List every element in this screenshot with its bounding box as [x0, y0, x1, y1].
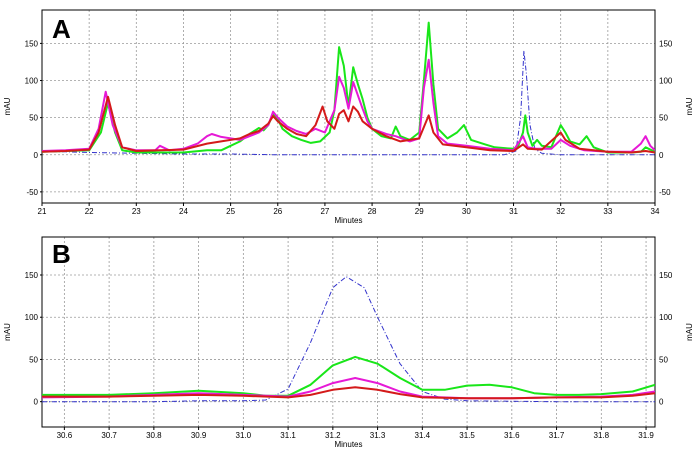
- p1-series-red-line: [42, 95, 655, 154]
- p2-series-green-line: [42, 355, 655, 397]
- p2-x-tick-2: 30.8: [146, 431, 162, 440]
- p1-x-tick-9: 30: [462, 207, 471, 216]
- p1-y-axis-label: mAU: [3, 97, 12, 115]
- p1-y-tick-left-4: 150: [25, 39, 39, 48]
- p1-x-tick-13: 34: [651, 207, 660, 216]
- p2-y-tick-right-0: 0: [659, 398, 664, 407]
- p1-y-tick-left-0: -50: [26, 188, 38, 197]
- p2-x-axis-label: Minutes: [334, 440, 362, 449]
- p2-x-tick-13: 31.9: [638, 431, 654, 440]
- p2-x-tick-8: 31.4: [415, 431, 431, 440]
- p2-y-tick-right-3: 150: [659, 271, 673, 280]
- p2-x-tick-11: 31.7: [549, 431, 565, 440]
- p1-x-tick-8: 29: [415, 207, 424, 216]
- p1-x-axis-label: Minutes: [334, 216, 362, 225]
- p2-y-tick-left-0: 0: [34, 398, 39, 407]
- p2-y-tick-left-1: 50: [29, 355, 38, 364]
- p2-frame: [41, 236, 656, 428]
- p1-y-tick-right-4: 150: [659, 39, 673, 48]
- p2-x-tick-3: 30.9: [191, 431, 207, 440]
- p1-y-tick-left-3: 100: [25, 77, 39, 86]
- p1-series-blue-line: [42, 50, 655, 156]
- p1-x-tick-7: 28: [368, 207, 377, 216]
- p2-series-red-line: [42, 386, 655, 400]
- p2-x-tick-6: 31.2: [325, 431, 341, 440]
- p1-y-tick-right-0: -50: [659, 188, 671, 197]
- p2-x-tick-0: 30.6: [57, 431, 73, 440]
- p1-y-tick-right-3: 100: [659, 77, 673, 86]
- p2-x-tick-5: 31.1: [280, 431, 296, 440]
- p1-x-tick-0: 21: [38, 207, 47, 216]
- p1-x-tick-4: 25: [226, 207, 235, 216]
- p2-y-tick-right-1: 50: [659, 355, 668, 364]
- p1-y-axis-label-right: mAU: [685, 97, 694, 115]
- p2-plot-area: [42, 237, 655, 427]
- p2-y-axis-label: mAU: [3, 323, 12, 341]
- p1-x-tick-2: 23: [132, 207, 141, 216]
- p2-x-tick-10: 31.6: [504, 431, 520, 440]
- p1-x-tick-3: 24: [179, 207, 188, 216]
- panel-a: -50 -50 0 0 50 50 100 100 150 150 21 22 23 24 25 26 27 28…: [3, 9, 694, 225]
- p2-y-axis-label-right: mAU: [685, 323, 694, 341]
- p1-y-tick-right-2: 50: [659, 114, 668, 123]
- p1-y-tick-right-1: 0: [659, 151, 664, 160]
- p2-x-tick-12: 31.8: [594, 431, 610, 440]
- p2-x-tick-7: 31.3: [370, 431, 386, 440]
- panel-b: 0 0 50 50 100 100 150 150 30.6 30.7 30.8 30.9 31.0 31…: [3, 236, 694, 449]
- p1-x-tick-1: 22: [85, 207, 94, 216]
- p1-x-tick-5: 26: [273, 207, 282, 216]
- p2-y-tick-left-3: 150: [25, 271, 39, 280]
- p1-y-tick-left-1: 0: [34, 151, 39, 160]
- p1-series-green-line: [42, 21, 655, 154]
- p2-y-tick-right-2: 100: [659, 313, 673, 322]
- p1-x-tick-11: 32: [556, 207, 565, 216]
- p1-x-tick-6: 27: [320, 207, 329, 216]
- p1-x-tick-12: 33: [603, 207, 612, 216]
- p2-x-tick-4: 31.0: [236, 431, 252, 440]
- p1-y-tick-left-2: 50: [29, 114, 38, 123]
- p2-y-tick-left-2: 100: [25, 313, 39, 322]
- p1-panel-label: A: [52, 14, 71, 44]
- p2-x-tick-1: 30.7: [101, 431, 117, 440]
- p1-frame: [41, 9, 656, 204]
- p1-x-tick-10: 31: [509, 207, 518, 216]
- p2-x-tick-9: 31.5: [459, 431, 475, 440]
- p2-panel-label: B: [52, 239, 71, 269]
